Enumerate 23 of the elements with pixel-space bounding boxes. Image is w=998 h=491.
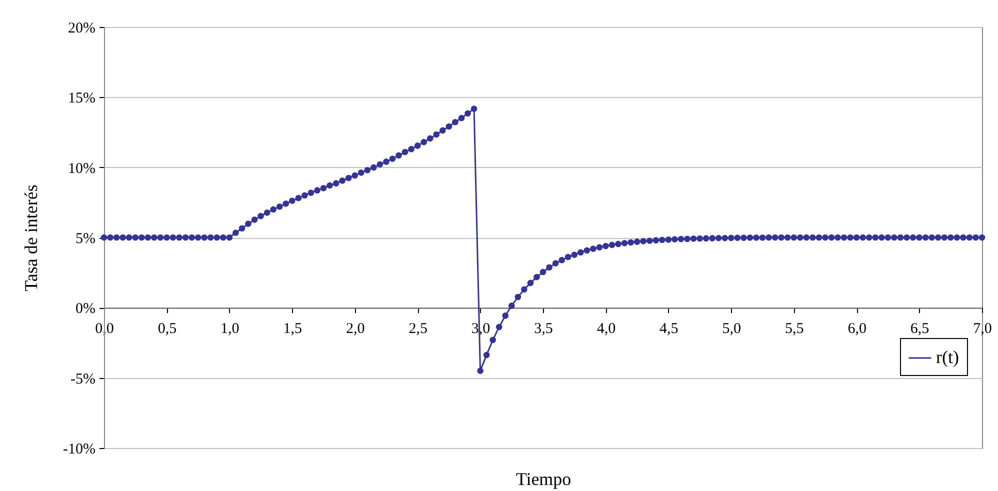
- legend-label: r(t): [936, 347, 959, 367]
- y-tick-label: 5%: [76, 231, 96, 247]
- x-tick-label: 5,0: [722, 321, 742, 338]
- x-tick-label: 3,5: [534, 321, 553, 338]
- x-tick-label: 4,5: [660, 321, 678, 338]
- x-tick-label: 1,5: [283, 321, 302, 338]
- x-tick-label: 2,5: [408, 321, 428, 338]
- x-tick-label: 7,0: [973, 321, 992, 338]
- x-tick-label: 5,5: [784, 321, 804, 338]
- y-tick-label: 10%: [68, 160, 96, 177]
- y-tick-label: 0%: [76, 301, 96, 318]
- x-tick-label: 4,0: [596, 321, 616, 338]
- y-tick-label: 20%: [68, 20, 96, 36]
- y-tick-label: -10%: [63, 442, 96, 458]
- x-tick-label: 1,0: [220, 321, 240, 338]
- y-tick-label: 15%: [68, 90, 96, 107]
- x-tick-label: 0,5: [158, 321, 177, 338]
- x-tick-label: 6,0: [848, 321, 866, 338]
- x-tick-label: 6,5: [910, 321, 930, 338]
- x-tick-label: 2,0: [346, 321, 365, 338]
- x-axis-title: Tiempo: [516, 469, 572, 490]
- y-tick-label: -5%: [70, 371, 96, 388]
- y-axis-title: Tasa de interés: [21, 184, 42, 292]
